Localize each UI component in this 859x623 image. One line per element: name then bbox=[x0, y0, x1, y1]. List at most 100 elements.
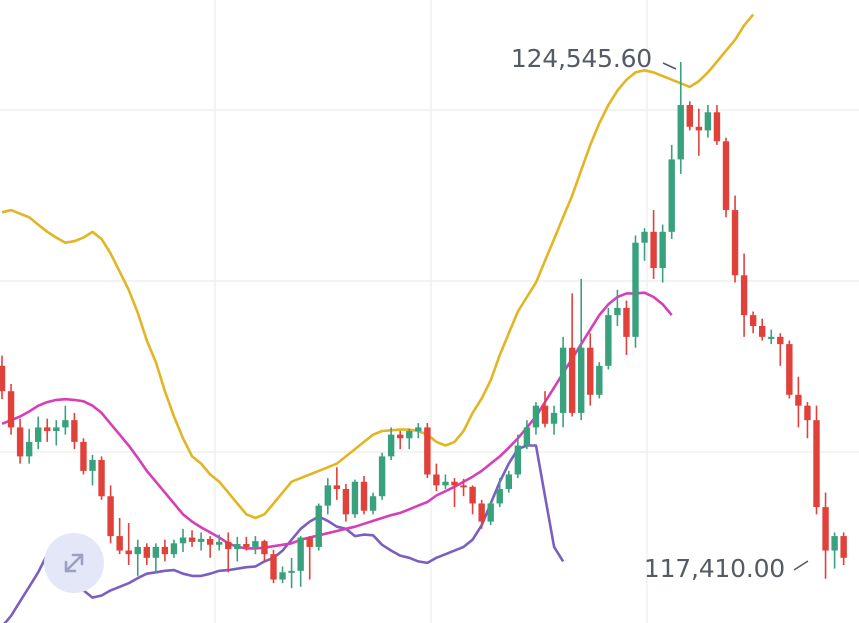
candle-body bbox=[713, 112, 721, 142]
candle-body bbox=[749, 315, 757, 326]
candle-body bbox=[315, 505, 322, 547]
candle bbox=[632, 235, 639, 348]
candle-body bbox=[659, 231, 666, 269]
candle-body bbox=[406, 431, 413, 439]
candle-body bbox=[71, 420, 78, 442]
candle-body bbox=[261, 541, 268, 555]
candle-body bbox=[161, 546, 169, 555]
candle-body bbox=[252, 541, 259, 547]
candle-body bbox=[578, 347, 585, 413]
candle bbox=[568, 293, 576, 417]
candle-body bbox=[704, 112, 712, 131]
candles bbox=[0, 61, 847, 589]
candle-body bbox=[777, 336, 784, 345]
candle bbox=[62, 405, 69, 435]
lower-bollinger-band bbox=[3, 444, 565, 623]
candle bbox=[35, 416, 42, 450]
expand-chart-button[interactable] bbox=[44, 533, 104, 593]
candle bbox=[804, 402, 811, 439]
candle-body bbox=[387, 434, 395, 457]
candle-body bbox=[478, 503, 485, 522]
candle-body bbox=[35, 427, 42, 442]
high-price-label: 124,545.60 bbox=[510, 44, 652, 73]
candle-body bbox=[559, 347, 567, 413]
candle-body bbox=[505, 474, 512, 489]
candle-body bbox=[641, 231, 648, 243]
candle bbox=[740, 253, 748, 337]
candle bbox=[387, 427, 395, 461]
candle bbox=[342, 483, 350, 522]
candle-body bbox=[360, 481, 368, 511]
candle bbox=[433, 463, 440, 492]
candle bbox=[532, 402, 540, 435]
candle bbox=[587, 333, 594, 406]
candle-body bbox=[216, 541, 223, 545]
candle bbox=[216, 534, 223, 551]
low-price-label: 117,410.00 bbox=[643, 554, 785, 583]
candle-body bbox=[822, 507, 829, 551]
candle-body bbox=[170, 543, 178, 555]
candle bbox=[315, 503, 322, 551]
candle-body bbox=[351, 481, 359, 515]
candle bbox=[677, 61, 684, 174]
candle-body bbox=[424, 427, 431, 475]
candle-body bbox=[614, 307, 621, 316]
candle bbox=[25, 428, 33, 464]
candle-body bbox=[53, 427, 60, 432]
candle bbox=[107, 485, 114, 544]
candle bbox=[288, 557, 295, 589]
candle-body bbox=[107, 496, 114, 537]
expand-icon bbox=[64, 553, 84, 573]
candle-body bbox=[442, 481, 449, 486]
candle bbox=[695, 108, 703, 156]
candle-body bbox=[297, 537, 304, 571]
candle bbox=[7, 383, 15, 435]
candle bbox=[478, 499, 485, 529]
candle-body bbox=[179, 537, 187, 544]
high-marker-line bbox=[662, 62, 677, 70]
candle-body bbox=[623, 307, 630, 337]
candle bbox=[759, 318, 766, 341]
candle-body bbox=[804, 405, 811, 421]
upper-bollinger-band bbox=[1, 13, 755, 520]
low-marker-line bbox=[793, 560, 809, 571]
candle bbox=[270, 549, 277, 584]
candle bbox=[749, 311, 757, 334]
candle bbox=[143, 543, 150, 566]
candle-body bbox=[731, 210, 739, 276]
candle bbox=[197, 532, 205, 551]
candle bbox=[44, 418, 51, 442]
candle bbox=[831, 532, 838, 569]
candle-body bbox=[532, 405, 540, 428]
candle bbox=[306, 536, 313, 580]
candle bbox=[596, 362, 603, 399]
candle bbox=[397, 431, 404, 450]
candle-body bbox=[541, 405, 549, 424]
candle-body bbox=[605, 315, 612, 366]
candle-body bbox=[234, 544, 241, 550]
candle bbox=[53, 420, 60, 446]
candle-body bbox=[523, 427, 531, 446]
candle-body bbox=[62, 420, 69, 428]
candle bbox=[188, 530, 196, 547]
candle bbox=[686, 101, 693, 131]
candle bbox=[523, 420, 531, 450]
candle-body bbox=[397, 434, 404, 439]
candle bbox=[179, 528, 187, 553]
candle bbox=[722, 137, 730, 218]
candle-body bbox=[768, 336, 775, 339]
candle-body bbox=[722, 141, 730, 211]
candle-body bbox=[487, 503, 494, 522]
candle-body bbox=[451, 481, 458, 486]
candle-body bbox=[759, 325, 766, 337]
candle bbox=[16, 418, 24, 464]
candle-body bbox=[279, 572, 286, 580]
candle bbox=[134, 539, 141, 576]
candle bbox=[261, 539, 268, 562]
candle bbox=[243, 536, 250, 551]
candle bbox=[795, 376, 802, 428]
candle bbox=[559, 336, 567, 428]
candle-body bbox=[188, 537, 196, 542]
candle-body bbox=[152, 546, 160, 558]
candle bbox=[822, 492, 829, 579]
